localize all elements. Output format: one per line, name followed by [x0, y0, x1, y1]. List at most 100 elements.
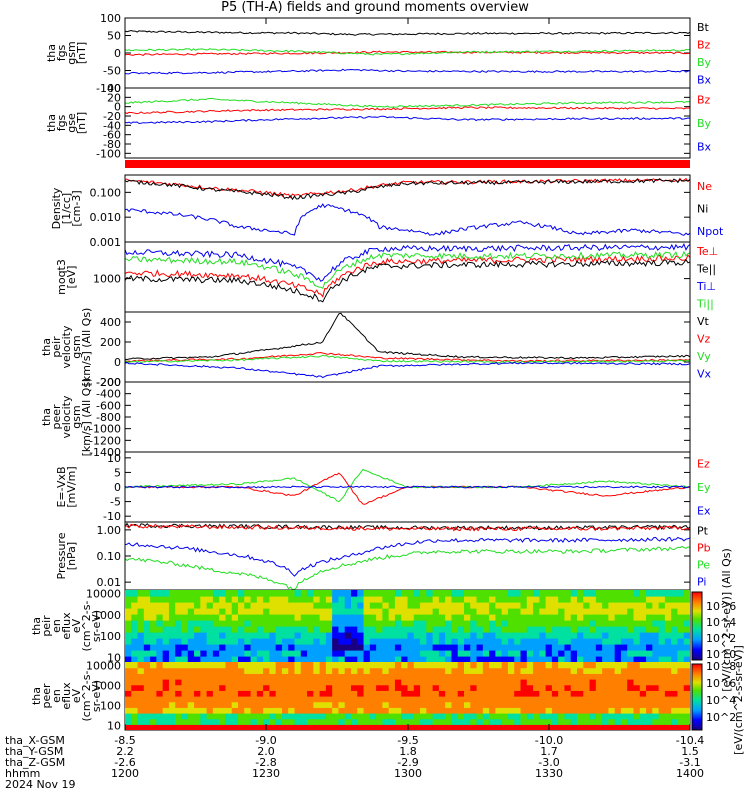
spectrogram-cell: [212, 679, 220, 686]
spectrogram-cell: [294, 718, 302, 725]
spectrogram-cell: [294, 614, 302, 621]
spectrogram-cell: [558, 608, 566, 615]
spectrogram-cell: [363, 602, 371, 609]
spectrogram-cell: [288, 626, 296, 633]
spectrogram-cell: [539, 679, 547, 686]
spectrogram-cell: [476, 602, 484, 609]
spectrogram-cell: [376, 638, 383, 645]
spectrogram-cell: [357, 650, 365, 657]
spectrogram-cell: [457, 673, 465, 680]
y-tick-label: -200: [96, 376, 121, 389]
spectrogram-cell: [382, 707, 390, 714]
spectrogram-cell: [413, 673, 421, 680]
spectrogram-cell: [413, 679, 421, 686]
spectrogram-cell: [250, 679, 258, 686]
spectrogram-cell: [294, 650, 302, 657]
colorbar-label: [eV/(cm^2-s-sr-eV)]: [732, 645, 745, 755]
spectrogram-cell: [558, 701, 566, 708]
spectrogram-cell: [595, 707, 603, 714]
spectrogram-cell: [256, 602, 264, 609]
x-row-value: 1200: [111, 767, 139, 780]
spectrogram-cell: [595, 644, 603, 651]
spectrogram-cell: [564, 620, 572, 627]
spectrogram-cell: [646, 602, 653, 609]
spectrogram-cell: [514, 679, 522, 686]
spectrogram-cell: [388, 724, 396, 730]
spectrogram-cell: [589, 620, 597, 627]
spectrogram-cell: [489, 707, 496, 714]
spectrogram-cell: [344, 679, 352, 686]
spectrogram-cell: [683, 673, 690, 680]
spectrogram-cell: [300, 724, 308, 730]
spectrogram-cell: [507, 684, 515, 691]
spectrogram-cell: [294, 608, 302, 615]
spectrogram-cell: [250, 690, 258, 697]
spectrogram-cell: [388, 707, 396, 714]
spectrogram-cell: [495, 590, 503, 597]
spectrogram-cell: [476, 614, 484, 621]
spectrogram-cell: [432, 596, 440, 603]
spectrogram-cell: [376, 632, 383, 639]
spectrogram-cell: [589, 650, 597, 657]
spectrogram-cell: [595, 614, 603, 621]
spectrogram-cell: [520, 696, 528, 703]
spectrogram-cell: [281, 690, 289, 697]
spectrogram-cell: [551, 638, 559, 645]
spectrogram-cell: [457, 620, 465, 627]
spectrogram-cell: [683, 679, 690, 686]
spectrogram-cell: [394, 596, 402, 603]
spectrogram-cell: [438, 696, 446, 703]
spectrogram-cell: [677, 596, 685, 603]
spectrogram-cell: [520, 667, 528, 674]
spectrogram-cell: [225, 608, 233, 615]
spectrogram-cell: [363, 662, 371, 669]
spectrogram-cell: [187, 602, 195, 609]
spectrogram-cell: [671, 684, 679, 691]
spectrogram-cell: [212, 673, 220, 680]
spectrogram-cell: [313, 724, 321, 730]
colorbar-tick: 10^2: [706, 711, 736, 724]
x-row-value: 1.7: [540, 745, 558, 758]
spectrogram-cell: [564, 673, 572, 680]
spectrogram-cell: [231, 713, 239, 720]
spectrogram-cell: [646, 679, 653, 686]
spectrogram-cell: [300, 656, 308, 662]
spectrogram-cell: [526, 644, 534, 651]
spectrogram-cell: [319, 656, 327, 662]
y-axis-label: fgs: [55, 44, 68, 61]
spectrogram-cell: [125, 656, 132, 662]
spectrogram-cell: [194, 620, 201, 627]
spectrogram-cell: [344, 614, 352, 621]
spectrogram-cell: [551, 602, 559, 609]
spectrogram-cell: [501, 673, 509, 680]
spectrogram-cell: [250, 632, 258, 639]
spectrogram-cell: [451, 650, 459, 657]
spectrogram-cell: [438, 656, 446, 662]
spectrogram-cell: [388, 701, 396, 708]
spectrogram-cell: [445, 602, 453, 609]
colorbar-label: [eV/(cm^2-sr-eV)] (All Qs): [720, 548, 733, 692]
spectrogram-cell: [589, 638, 597, 645]
spectrogram-cell: [194, 632, 201, 639]
spectrogram-cell: [376, 620, 383, 627]
spectrogram-cell: [602, 602, 609, 609]
spectrogram-cell: [156, 590, 164, 597]
spectrogram-cell: [275, 679, 283, 686]
spectrogram-cell: [658, 608, 666, 615]
y-axis-label: peir: [50, 336, 63, 358]
spectrogram-cell: [533, 638, 540, 645]
spectrogram-cell: [501, 590, 509, 597]
spectrogram-cell: [520, 724, 528, 730]
spectrogram-cell: [363, 596, 371, 603]
spectrogram-cell: [413, 644, 421, 651]
spectrogram-cell: [175, 638, 183, 645]
spectrogram-cell: [325, 718, 333, 725]
legend-entry: Pb: [697, 542, 711, 555]
spectrogram-cell: [520, 679, 528, 686]
spectrogram-cell: [363, 632, 371, 639]
spectrogram-cell: [677, 667, 685, 674]
spectrogram-cell: [294, 626, 302, 633]
spectrogram-cell: [413, 690, 421, 697]
spectrogram-cell: [489, 590, 496, 597]
spectrogram-cell: [533, 673, 540, 680]
